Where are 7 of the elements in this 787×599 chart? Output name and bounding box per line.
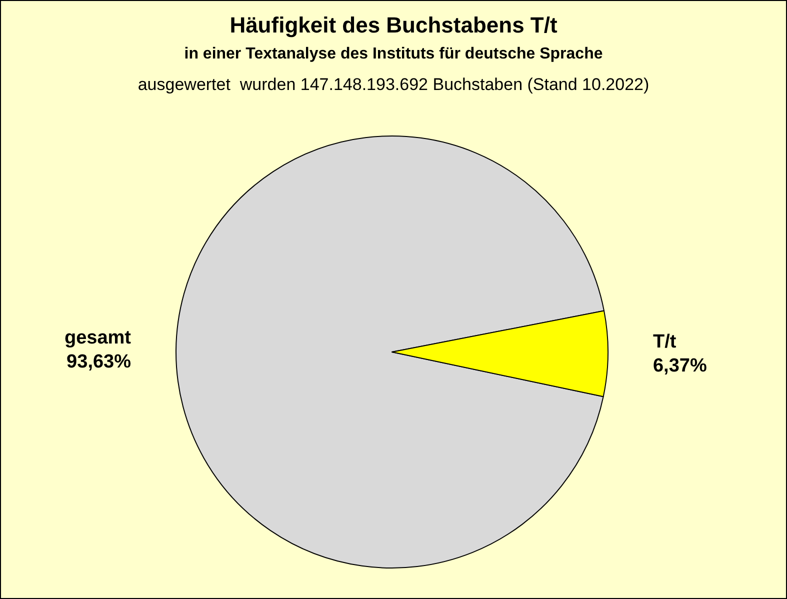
data-label: 93,63% [66,352,132,373]
slice-label: T/t [652,331,677,352]
chart-title: Häufigkeit des Buchstabens T/t [230,12,558,38]
data-label: 6,37% [652,355,707,376]
chart-subtitle: in einer Textanalyse des Instituts für deutsche Sprache [184,46,603,62]
slice-label: gesamt [64,328,132,349]
text: ausgewertet wurden 147.148.193.692 Buchstaben (Stand 10.2022) [138,75,650,94]
